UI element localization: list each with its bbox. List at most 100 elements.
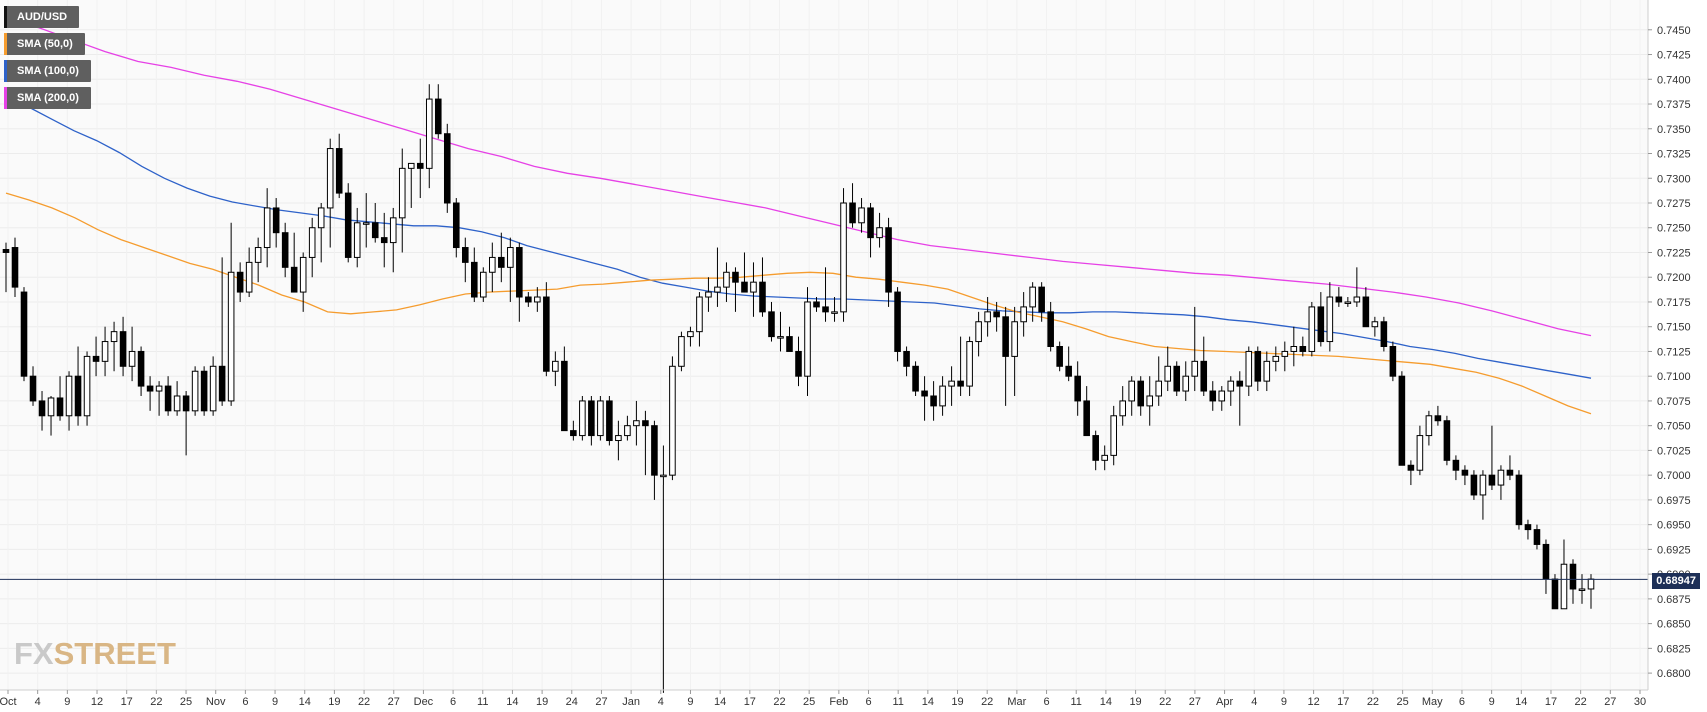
y-tick-label: 0.7150 xyxy=(1657,322,1691,334)
legend-item-audusd[interactable]: AUD/USD xyxy=(4,6,80,28)
candle-body-bearish xyxy=(1488,474,1496,486)
candle xyxy=(903,346,910,377)
candle-body-bullish xyxy=(245,261,253,293)
y-axis: 0.7450 0.7425 0.7400 0.7375 0.7350 0.7325 0.73… xyxy=(1647,0,1691,690)
candle-body-bullish xyxy=(1416,435,1424,471)
candle-body-bullish xyxy=(425,98,433,169)
candle-body-bullish xyxy=(777,336,784,339)
candle-body-bearish xyxy=(1074,375,1081,402)
legend-item-sma-50[interactable]: SMA (50,0) xyxy=(4,33,85,55)
candle xyxy=(1173,361,1181,396)
candle-body-bullish xyxy=(678,336,685,367)
candle xyxy=(993,301,1000,332)
candle xyxy=(1254,346,1262,392)
x-tick-label: 6 xyxy=(450,696,456,708)
candle xyxy=(1065,346,1072,382)
x-tick-label: Mar xyxy=(1007,696,1026,708)
candle xyxy=(1272,346,1280,372)
candle-body-bullish xyxy=(1101,454,1108,461)
candle-body-bearish xyxy=(1452,459,1460,471)
candle xyxy=(624,415,631,441)
candle xyxy=(128,326,136,382)
legend-item-sma-200[interactable]: SMA (200,0) xyxy=(4,87,91,109)
logo-street: STREET xyxy=(53,636,176,671)
candle-body-bearish xyxy=(1524,524,1532,531)
candle-body-bullish xyxy=(326,148,334,209)
candle xyxy=(561,346,568,432)
candle xyxy=(236,262,244,302)
y-tick-label: 0.7350 xyxy=(1657,124,1691,136)
candle xyxy=(1119,386,1126,426)
y-tick-label: 0.7000 xyxy=(1657,470,1691,482)
candle xyxy=(534,287,541,312)
candle xyxy=(1281,341,1289,372)
x-tick-label: 19 xyxy=(328,696,340,708)
candle-body-bullish xyxy=(705,291,712,298)
candle xyxy=(1326,282,1334,352)
legend-swatch xyxy=(4,60,7,82)
candle xyxy=(173,381,181,416)
candle xyxy=(1416,425,1424,476)
x-tick-label: 9 xyxy=(1281,696,1287,708)
candle xyxy=(471,247,478,302)
candle xyxy=(1038,282,1045,322)
candle xyxy=(1074,361,1081,416)
candle-body-bearish xyxy=(768,311,775,338)
candle-body-bullish xyxy=(254,247,262,263)
candlestick-series xyxy=(2,84,1595,693)
y-tick-label: 0.6950 xyxy=(1657,520,1691,532)
candle xyxy=(948,366,955,406)
candle-body-bearish xyxy=(1299,346,1307,352)
candle xyxy=(1362,287,1370,328)
candle-body-bearish xyxy=(1470,474,1478,496)
legend-label: SMA (100,0) xyxy=(17,65,79,77)
candle-body-bullish xyxy=(1119,400,1126,417)
candle xyxy=(642,410,649,476)
candle-body-bearish xyxy=(371,222,379,239)
candle-body-bearish xyxy=(498,256,505,268)
legend-swatch xyxy=(4,33,7,55)
candle-body-bearish xyxy=(416,162,424,169)
candle-body-bearish xyxy=(1047,311,1054,347)
candle xyxy=(2,242,10,293)
candle xyxy=(984,297,991,337)
candle-body-bearish xyxy=(543,296,550,372)
candle-body-bullish xyxy=(1587,578,1595,590)
candle-body-bearish xyxy=(1038,286,1045,313)
candle xyxy=(1299,336,1307,357)
legend-item-sma-100[interactable]: SMA (100,0) xyxy=(4,60,91,82)
candle-body-bearish xyxy=(434,98,442,135)
y-tick-label: 0.6800 xyxy=(1657,668,1691,680)
candle xyxy=(191,366,199,416)
candle xyxy=(11,237,19,298)
y-tick-label: 0.7400 xyxy=(1657,74,1691,86)
candle-body-bearish xyxy=(1569,563,1577,590)
x-axis: Oct 4 9 12 17 22 25 Nov 6 9 14 19 22 27 Dec 6 11 14 19 24 27… xyxy=(0,689,1648,708)
candle xyxy=(966,336,973,396)
candle xyxy=(606,395,613,446)
legend-label: AUD/USD xyxy=(17,11,68,23)
y-tick-label: 0.6825 xyxy=(1657,643,1691,655)
candle xyxy=(750,262,757,317)
candle xyxy=(1371,316,1379,337)
x-tick-label: Dec xyxy=(414,696,434,708)
candle-body-bullish xyxy=(966,341,973,387)
candle xyxy=(705,277,712,312)
y-tick-label: 0.7225 xyxy=(1657,247,1691,259)
candle xyxy=(389,207,397,273)
x-tick-label: 22 xyxy=(150,696,162,708)
candle xyxy=(1344,297,1352,307)
candle xyxy=(443,123,451,213)
candle xyxy=(164,376,172,416)
candle xyxy=(101,326,109,377)
candle-body-bullish xyxy=(1128,380,1136,402)
candle xyxy=(272,198,280,248)
candle xyxy=(579,395,586,441)
candle-body-bearish xyxy=(1209,390,1217,402)
candle xyxy=(1200,336,1208,396)
candle xyxy=(38,391,46,431)
candle-body-bearish xyxy=(516,247,523,298)
x-tick-label: 6 xyxy=(865,696,871,708)
x-tick-label: 22 xyxy=(1159,696,1171,708)
